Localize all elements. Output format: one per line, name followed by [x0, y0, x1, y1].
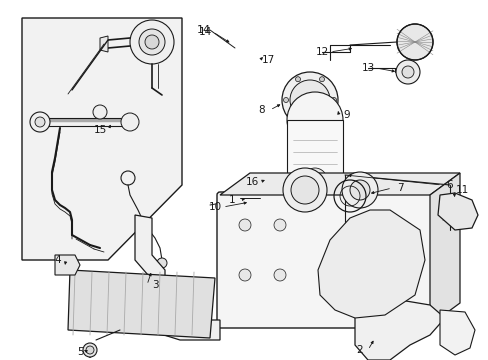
Polygon shape	[354, 300, 444, 360]
Circle shape	[93, 105, 107, 119]
FancyBboxPatch shape	[217, 192, 432, 328]
Text: 11: 11	[454, 185, 468, 195]
Text: 17: 17	[261, 55, 274, 65]
Text: 4: 4	[55, 255, 61, 265]
Polygon shape	[286, 120, 342, 235]
Circle shape	[325, 104, 333, 112]
Circle shape	[157, 258, 167, 268]
Circle shape	[282, 72, 337, 128]
Circle shape	[303, 168, 326, 192]
Circle shape	[139, 29, 164, 55]
Text: 1: 1	[228, 195, 235, 205]
Circle shape	[35, 117, 45, 127]
Polygon shape	[429, 173, 459, 325]
Text: 15: 15	[93, 125, 106, 135]
Circle shape	[283, 168, 326, 212]
Circle shape	[86, 346, 94, 354]
Text: 9: 9	[343, 110, 349, 120]
Polygon shape	[439, 310, 474, 355]
Circle shape	[396, 24, 432, 60]
Circle shape	[83, 343, 97, 357]
Text: 12: 12	[315, 47, 328, 57]
Polygon shape	[55, 255, 80, 275]
Circle shape	[290, 176, 318, 204]
Circle shape	[289, 80, 329, 120]
Circle shape	[319, 77, 324, 82]
Circle shape	[395, 60, 419, 84]
Circle shape	[401, 66, 413, 78]
Polygon shape	[135, 215, 220, 340]
Text: 5: 5	[77, 347, 83, 357]
Text: 8: 8	[258, 105, 265, 115]
Text: 14: 14	[197, 25, 211, 35]
Circle shape	[295, 118, 300, 123]
Text: 10: 10	[208, 202, 221, 212]
Circle shape	[295, 77, 300, 82]
Polygon shape	[437, 193, 477, 230]
Circle shape	[145, 35, 159, 49]
Circle shape	[121, 113, 139, 131]
Circle shape	[283, 98, 288, 103]
Text: 16: 16	[245, 177, 258, 187]
Circle shape	[316, 189, 328, 201]
Text: 13: 13	[361, 63, 374, 73]
Circle shape	[286, 92, 342, 148]
Circle shape	[321, 100, 337, 116]
Circle shape	[242, 194, 253, 206]
Circle shape	[319, 118, 324, 123]
Text: 2: 2	[356, 345, 363, 355]
Circle shape	[130, 20, 174, 64]
Text: 14: 14	[198, 27, 211, 37]
Text: 6: 6	[446, 180, 452, 190]
Polygon shape	[68, 270, 215, 338]
Polygon shape	[317, 210, 424, 318]
Circle shape	[239, 219, 250, 231]
Circle shape	[273, 219, 285, 231]
Text: 3: 3	[151, 280, 158, 290]
Polygon shape	[220, 173, 459, 195]
Polygon shape	[100, 36, 108, 52]
Circle shape	[30, 112, 50, 132]
Text: 7: 7	[396, 183, 403, 193]
Circle shape	[239, 269, 250, 281]
Circle shape	[273, 269, 285, 281]
Circle shape	[331, 98, 336, 103]
Polygon shape	[22, 18, 182, 260]
Circle shape	[341, 172, 377, 208]
Circle shape	[286, 207, 342, 263]
Circle shape	[349, 180, 369, 200]
